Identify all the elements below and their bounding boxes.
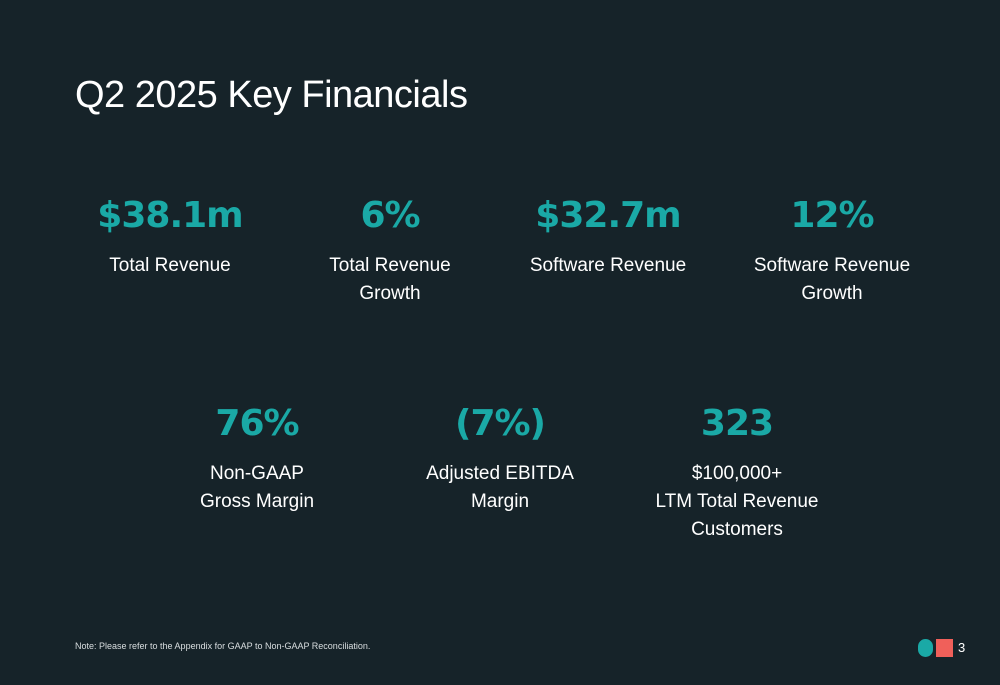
metric-value: 323 [700,403,774,444]
metric-software-revenue: $32.7m Software Revenue [498,196,718,280]
logo-circle-icon [918,639,933,657]
metric-total-revenue-growth: 6% Total Revenue Growth [280,196,500,308]
metric-value: 12% [790,195,874,236]
metric-label: Software Revenue Growth [753,255,911,304]
metric-non-gaap-gross-margin: 76% Non-GAAP Gross Margin [147,404,367,516]
metric-value: (7%) [454,403,546,444]
metric-label: $100,000+ LTM Total Revenue Customers [655,463,819,540]
brand-logo-icon [918,639,954,657]
metric-value: $38.1m [97,195,243,236]
metric-value: 6% [360,195,420,236]
metric-value: 76% [215,403,299,444]
metric-adjusted-ebitda-margin: (7%) Adjusted EBITDA Margin [390,404,610,516]
footnote: Note: Please refer to the Appendix for G… [75,641,371,651]
metric-value: $32.7m [535,195,681,236]
metric-label: Total Revenue Growth [329,255,451,304]
metric-label: Adjusted EBITDA Margin [426,463,574,512]
metric-software-revenue-growth: 12% Software Revenue Growth [722,196,942,308]
metric-label: Total Revenue [109,255,231,276]
metric-100k-customers: 323 $100,000+ LTM Total Revenue Customer… [627,404,847,544]
slide-title: Q2 2025 Key Financials [75,74,468,116]
metric-label: Non-GAAP Gross Margin [199,463,315,512]
metric-total-revenue: $38.1m Total Revenue [60,196,280,280]
metric-label: Software Revenue [529,255,687,276]
page-number: 3 [958,640,966,655]
logo-square-icon [936,639,953,657]
